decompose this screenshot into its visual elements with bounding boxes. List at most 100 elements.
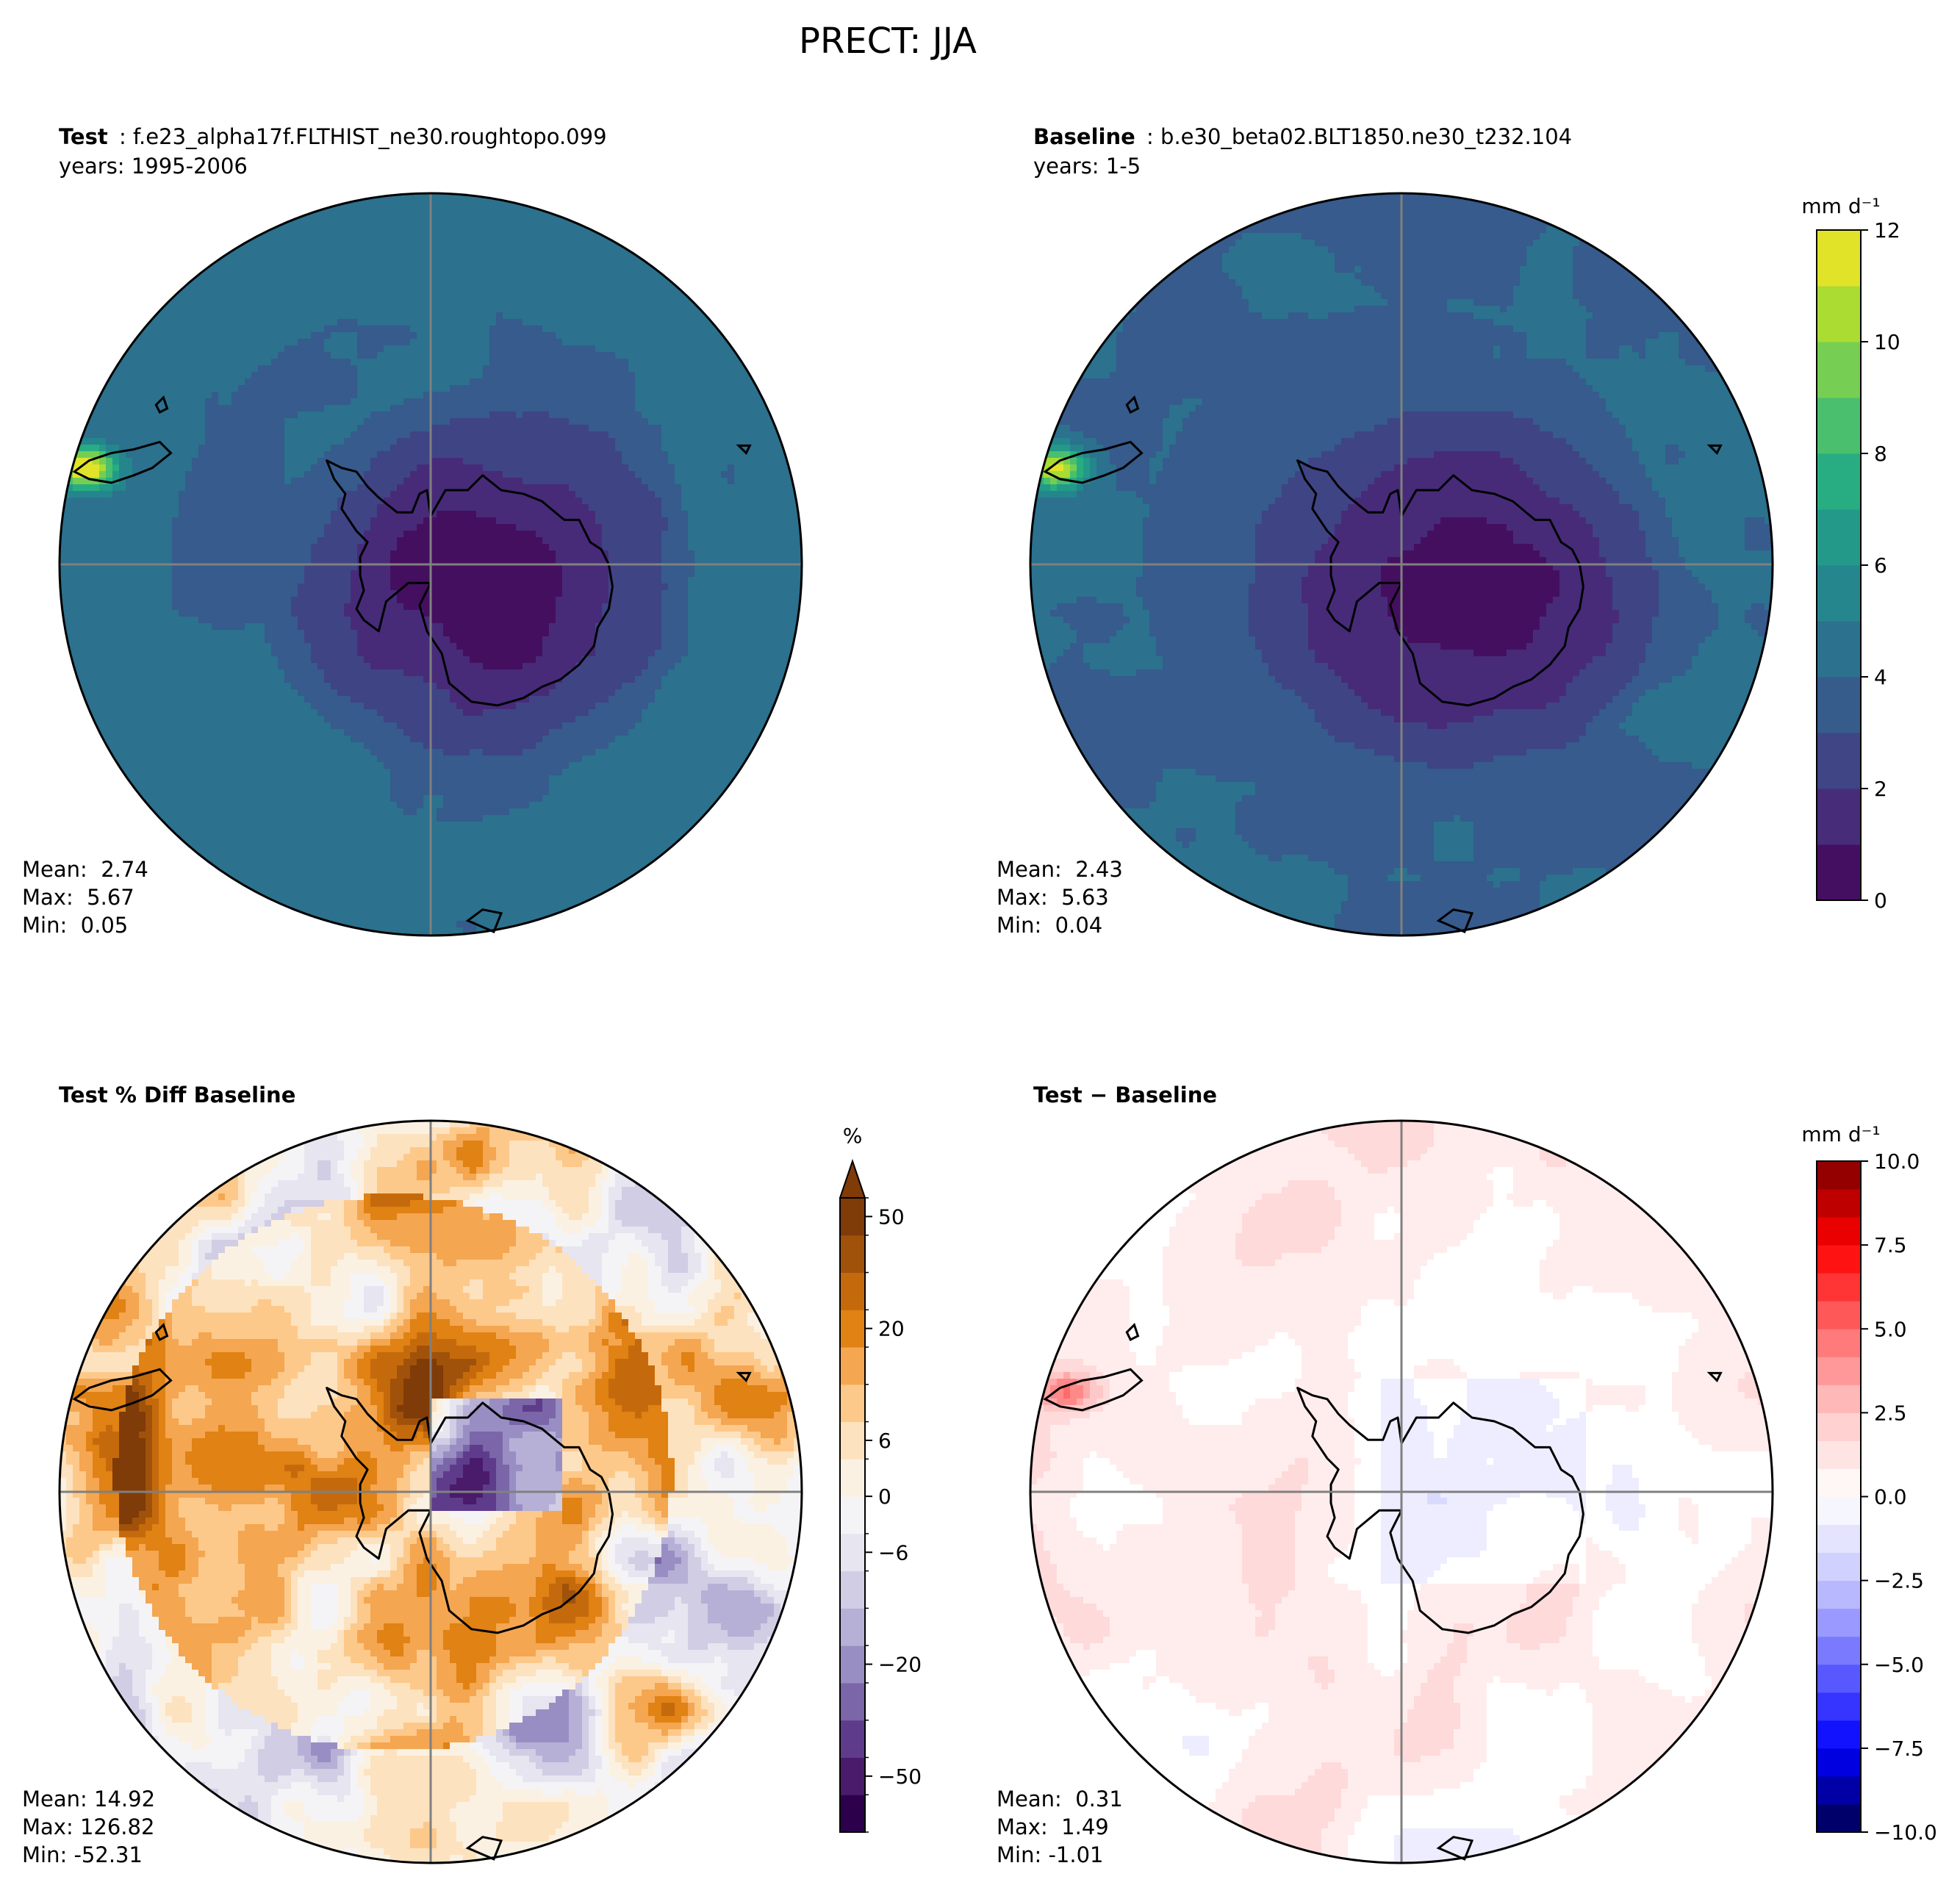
- map-cell: [483, 431, 490, 439]
- map-cell: [595, 392, 603, 399]
- map-cell: [357, 504, 365, 511]
- map-cell: [317, 491, 325, 498]
- map-cell: [463, 226, 470, 234]
- map-cell: [126, 458, 133, 465]
- map-cell: [602, 438, 609, 445]
- map-cell: [443, 273, 450, 280]
- map-cell: [476, 471, 484, 478]
- map-cell: [615, 378, 622, 386]
- map-cell: [443, 531, 450, 538]
- map-cell: [146, 531, 153, 538]
- map-cell: [185, 292, 193, 300]
- map-cell: [648, 438, 656, 445]
- map-cell: [317, 445, 325, 452]
- map-cell: [377, 451, 384, 459]
- map-cell: [423, 246, 431, 254]
- map-cell: [278, 471, 285, 478]
- map-cell: [271, 517, 279, 525]
- map-cell: [450, 226, 457, 234]
- map-cell: [397, 425, 404, 432]
- map-cell: [661, 464, 669, 472]
- map-cell: [258, 319, 265, 326]
- map-cell: [331, 365, 338, 373]
- map-cell: [245, 484, 252, 492]
- map-cell: [463, 365, 470, 373]
- map-cell: [549, 378, 556, 386]
- map-cell: [523, 319, 530, 326]
- map-cell: [536, 306, 543, 313]
- map-cell: [364, 332, 371, 340]
- map-cell: [231, 498, 239, 505]
- map-cell: [284, 471, 292, 478]
- map-cell: [172, 365, 179, 373]
- map-cell: [476, 451, 484, 459]
- map-cell: [258, 253, 265, 260]
- map-cell: [311, 312, 318, 320]
- map-cell: [529, 385, 536, 392]
- map-cell: [205, 339, 212, 346]
- map-cell: [337, 213, 345, 220]
- map-cell: [708, 412, 715, 419]
- map-cell: [344, 246, 351, 254]
- map-cell: [337, 279, 345, 287]
- map-cell: [741, 491, 748, 498]
- map-cell: [403, 292, 411, 300]
- map-cell: [403, 372, 411, 379]
- map-cell: [609, 292, 616, 300]
- map-cell: [443, 306, 450, 313]
- map-cell: [304, 253, 312, 260]
- map-cell: [741, 544, 748, 551]
- map-cell: [582, 352, 589, 359]
- map-cell: [476, 339, 484, 346]
- map-cell: [284, 319, 292, 326]
- map-cell: [688, 352, 695, 359]
- map-cell: [344, 524, 351, 531]
- map-cell: [324, 326, 331, 333]
- map-cell: [714, 550, 722, 558]
- map-cell: [655, 398, 662, 406]
- map-cell: [688, 312, 695, 320]
- map-cell: [112, 405, 120, 412]
- map-cell: [661, 332, 669, 340]
- map-cell: [212, 339, 219, 346]
- map-cell: [536, 246, 543, 254]
- map-cell: [536, 312, 543, 320]
- map-cell: [642, 345, 649, 353]
- map-cell: [450, 484, 457, 492]
- map-cell: [470, 207, 477, 214]
- map-cell: [66, 504, 73, 511]
- map-cell: [648, 511, 656, 518]
- map-cell: [615, 326, 622, 333]
- map-cell: [430, 326, 437, 333]
- map-cell: [794, 478, 801, 485]
- map-cell: [126, 398, 133, 406]
- map-cell: [575, 405, 583, 412]
- map-cell: [536, 378, 543, 386]
- map-cell: [351, 226, 358, 234]
- map-cell: [622, 372, 629, 379]
- map-cell: [337, 286, 345, 293]
- map-cell: [258, 511, 265, 518]
- map-cell: [251, 425, 259, 432]
- map-cell: [185, 273, 193, 280]
- map-cell: [476, 273, 484, 280]
- map-cell: [311, 259, 318, 267]
- map-cell: [622, 259, 629, 267]
- map-cell: [324, 365, 331, 373]
- map-cell: [159, 332, 166, 340]
- map-cell: [675, 471, 682, 478]
- map-cell: [443, 312, 450, 320]
- map-cell: [622, 312, 629, 320]
- panel-label: Test : f.e23_alpha17f.FLTHIST_ne30.rough…: [59, 124, 607, 149]
- map-cell: [403, 200, 411, 207]
- map-cell: [185, 504, 193, 511]
- map-cell: [278, 352, 285, 359]
- map-cell: [675, 339, 682, 346]
- map-cell: [489, 378, 497, 386]
- map-cell: [139, 484, 146, 492]
- map-cell: [575, 431, 583, 439]
- map-cell: [112, 517, 120, 525]
- map-cell: [370, 253, 378, 260]
- map-cell: [437, 550, 444, 558]
- map-cell: [251, 438, 259, 445]
